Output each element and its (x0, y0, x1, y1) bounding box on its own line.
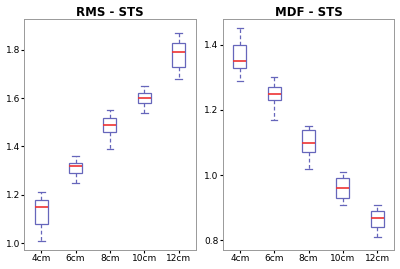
PathPatch shape (233, 45, 246, 68)
PathPatch shape (172, 43, 185, 67)
Title: RMS - STS: RMS - STS (76, 6, 144, 19)
Title: MDF - STS: MDF - STS (275, 6, 342, 19)
PathPatch shape (104, 118, 116, 132)
PathPatch shape (268, 87, 281, 100)
PathPatch shape (138, 93, 151, 103)
PathPatch shape (69, 163, 82, 173)
PathPatch shape (371, 211, 384, 227)
PathPatch shape (336, 178, 350, 198)
PathPatch shape (302, 129, 315, 152)
PathPatch shape (35, 200, 48, 224)
